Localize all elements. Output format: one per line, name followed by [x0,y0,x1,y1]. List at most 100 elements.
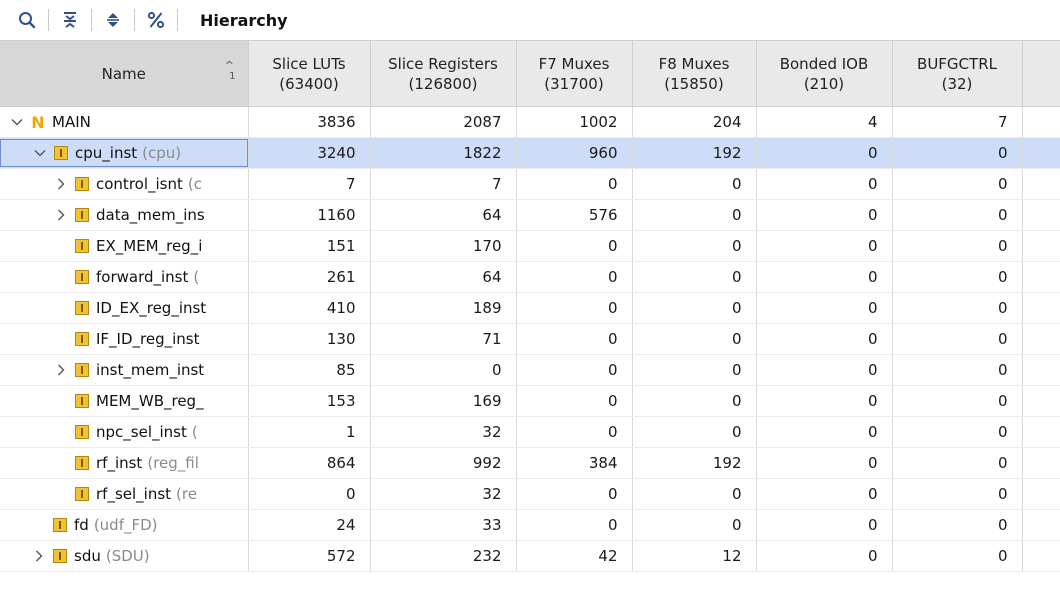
filler-cell [1022,106,1060,138]
cell-instance-icon [74,300,90,316]
bufgctrl-cell: 0 [892,385,1023,417]
sort-order-number: 1 [229,71,236,82]
column-header-name[interactable]: Name ^ 1 [0,40,249,107]
table-row-if-id-reg-inst[interactable]: IF_ID_reg_inst 130 71 0 0 0 0 [0,323,1060,355]
cell-instance-icon [74,269,90,285]
name-cell[interactable]: rf_sel_inst (re [0,478,249,510]
module-ref: (udf_FD) [93,516,158,534]
slice-luts-cell: 572 [248,540,371,572]
bufgctrl-cell: 0 [892,354,1023,386]
name-cell[interactable]: inst_mem_inst [0,354,249,386]
name-cell[interactable]: forward_inst ( [0,261,249,293]
slice-registers-cell: 2087 [370,106,517,138]
name-cell[interactable]: npc_sel_inst ( [0,416,249,448]
table-row-inst-mem-inst[interactable]: inst_mem_inst 85 0 0 0 0 0 [0,354,1060,386]
chevron-right-icon[interactable] [54,364,68,376]
cell-instance-icon [74,393,90,409]
name-cell[interactable]: ID_EX_reg_inst [0,292,249,324]
table-row-sdu[interactable]: sdu (SDU) 572 232 42 12 0 0 [0,540,1060,572]
table-row-ex-mem-reg-i[interactable]: EX_MEM_reg_i 151 170 0 0 0 0 [0,230,1060,262]
bonded-iob-cell: 0 [756,323,893,355]
filler-cell [1022,447,1060,479]
slice-registers-cell: 71 [370,323,517,355]
instance-name: ID_EX_reg_inst [96,299,207,317]
slice-registers-cell: 32 [370,416,517,448]
expand-all-icon[interactable] [100,7,126,33]
f7-muxes-cell: 0 [516,416,633,448]
chevron-right-icon[interactable] [32,550,46,562]
chevron-down-icon[interactable] [10,118,24,126]
table-row-rf-sel-inst[interactable]: rf_sel_inst (re 0 32 0 0 0 0 [0,478,1060,510]
name-cell[interactable]: rf_inst (reg_fil [0,447,249,479]
module-ref: (re [176,485,197,503]
filler-cell [1022,385,1060,417]
f7-muxes-cell: 0 [516,354,633,386]
table-row-forward-inst[interactable]: forward_inst ( 261 64 0 0 0 0 [0,261,1060,293]
name-cell[interactable]: EX_MEM_reg_i [0,230,249,262]
f7-muxes-cell: 384 [516,447,633,479]
filler-cell [1022,416,1060,448]
column-header-slice-luts[interactable]: Slice LUTs (63400) [248,40,371,107]
name-cell[interactable]: sdu (SDU) [0,540,249,572]
cell-instance-icon [74,362,90,378]
name-cell[interactable]: fd (udf_FD) [0,509,249,541]
slice-luts-cell: 7 [248,168,371,200]
bonded-iob-cell: 0 [756,199,893,231]
instance-name: npc_sel_inst [96,423,187,441]
f8-muxes-cell: 0 [632,292,757,324]
table-row-fd[interactable]: fd (udf_FD) 24 33 0 0 0 0 [0,509,1060,541]
table-row-mem-wb-reg[interactable]: MEM_WB_reg_ 153 169 0 0 0 0 [0,385,1060,417]
cell-instance-icon [74,238,90,254]
collapse-all-icon[interactable] [57,7,83,33]
f7-muxes-cell: 0 [516,478,633,510]
cell-instance-icon [74,486,90,502]
slice-registers-cell: 189 [370,292,517,324]
bufgctrl-cell: 0 [892,478,1023,510]
column-header-bufgctrl[interactable]: BUFGCTRL (32) [892,40,1023,107]
name-cell[interactable]: control_isnt (c [0,168,249,200]
filler-cell [1022,199,1060,231]
table-row-cpu-inst[interactable]: cpu_inst (cpu) 3240 1822 960 192 0 0 [0,137,1060,169]
chevron-right-icon[interactable] [54,178,68,190]
instance-name: rf_sel_inst [96,485,172,503]
name-cell[interactable]: cpu_inst (cpu) [0,137,249,169]
column-header-f7-muxes[interactable]: F7 Muxes (31700) [516,40,633,107]
column-header-f8-muxes[interactable]: F8 Muxes (15850) [632,40,757,107]
slice-luts-cell: 130 [248,323,371,355]
column-header-bonded-iob[interactable]: Bonded IOB (210) [756,40,893,107]
instance-name: data_mem_ins [96,206,205,224]
f8-muxes-cell: 0 [632,323,757,355]
column-header-slice-registers[interactable]: Slice Registers (126800) [370,40,517,107]
chevron-down-icon[interactable] [33,149,47,157]
cell-instance-icon [74,424,90,440]
table-row-id-ex-reg-inst[interactable]: ID_EX_reg_inst 410 189 0 0 0 0 [0,292,1060,324]
table-row-control-isnt[interactable]: control_isnt (c 7 7 0 0 0 0 [0,168,1060,200]
f8-muxes-cell: 0 [632,416,757,448]
slice-registers-cell: 64 [370,261,517,293]
table-row-data-mem-ins[interactable]: data_mem_ins 1160 64 576 0 0 0 [0,199,1060,231]
bufgctrl-cell: 0 [892,230,1023,262]
module-ref: (SDU) [105,547,150,565]
name-cell[interactable]: MEM_WB_reg_ [0,385,249,417]
percent-icon[interactable] [143,7,169,33]
table-row-rf-inst[interactable]: rf_inst (reg_fil 864 992 384 192 0 0 [0,447,1060,479]
bonded-iob-cell: 0 [756,261,893,293]
f8-muxes-cell: 0 [632,168,757,200]
chevron-right-icon[interactable] [54,209,68,221]
slice-luts-cell: 1 [248,416,371,448]
table-row-main[interactable]: N MAIN 3836 2087 1002 204 4 7 [0,106,1060,138]
column-header-capacity: (63400) [279,74,339,93]
table-row-npc-sel-inst[interactable]: npc_sel_inst ( 1 32 0 0 0 0 [0,416,1060,448]
module-ref: (reg_fil [147,454,199,472]
search-icon[interactable] [14,7,40,33]
bonded-iob-cell: 0 [756,416,893,448]
bufgctrl-cell: 0 [892,292,1023,324]
top-module-icon: N [31,112,45,132]
filler-cell [1022,230,1060,262]
cell-instance-icon [53,145,69,161]
bonded-iob-cell: 0 [756,509,893,541]
name-cell[interactable]: data_mem_ins [0,199,249,231]
name-cell[interactable]: N MAIN [0,106,249,138]
module-ref: ( [191,423,198,441]
name-cell[interactable]: IF_ID_reg_inst [0,323,249,355]
